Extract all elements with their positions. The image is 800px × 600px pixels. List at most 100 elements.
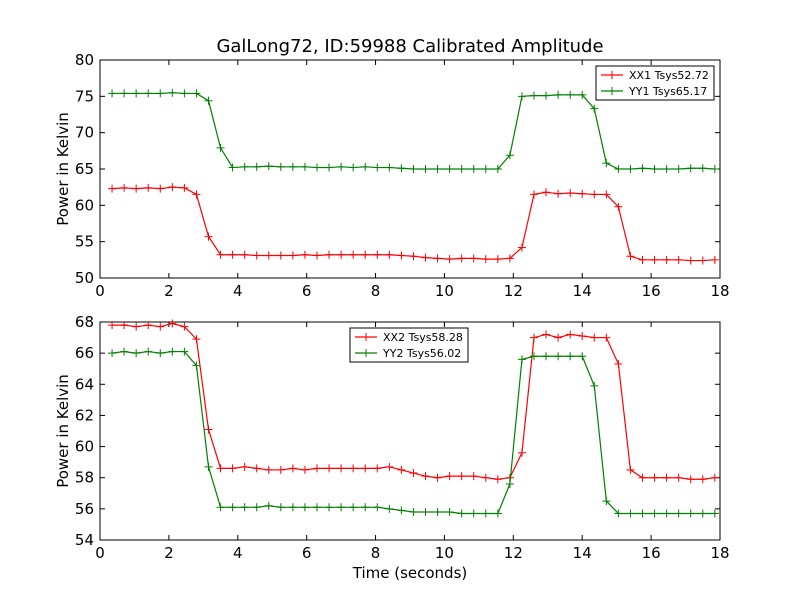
data-point [252,162,261,171]
data-point [373,503,382,512]
data-point [517,448,526,457]
data-point [168,319,177,328]
data-point [228,163,237,172]
data-point [325,503,334,512]
data-point [445,255,454,264]
data-point [457,472,466,481]
legend-entry: YY1 Tsys65.17 [628,85,707,98]
y-tick-label: 60 [75,196,94,214]
legend: XX2 Tsys58.28 YY2 Tsys56.02 [349,327,469,363]
data-point [144,89,153,98]
data-point [156,89,165,98]
data-point [228,250,237,259]
data-point [554,352,563,361]
data-point [578,189,587,198]
legend-entry: YY2 Tsys56.02 [382,347,461,360]
data-point [108,184,117,193]
data-point [349,163,358,172]
data-point [264,162,273,171]
data-point [554,189,563,198]
data-point [156,184,165,193]
legend-marker [608,71,616,79]
data-point [698,164,707,173]
data-point [638,509,647,518]
data-point [614,165,623,173]
data-point [566,188,575,197]
x-tick-label: 6 [302,282,312,300]
data-point [204,232,213,241]
data-point [554,90,563,99]
legend-marker [608,87,616,95]
data-point [481,255,490,264]
data-point [397,164,406,173]
data-point [445,165,454,173]
data-point [457,254,466,263]
data-point [530,352,538,361]
data-point [132,184,141,193]
data-point [373,163,382,172]
y-tick-label: 68 [75,313,94,331]
x-tick-label: 0 [95,282,105,300]
series-yy2 [108,347,719,518]
data-point [638,255,647,264]
data-point [542,91,551,100]
data-point [590,104,599,113]
data-point [108,349,117,358]
data-point [626,509,635,518]
data-point [602,333,611,342]
data-point [409,165,418,173]
data-point [120,347,129,356]
data-point [433,507,442,516]
data-point [108,321,117,330]
x-tick-label: 16 [642,282,661,300]
x-tick-label: 18 [710,544,729,562]
y-tick-label: 62 [75,406,94,424]
data-point [288,503,297,512]
data-point [674,255,683,264]
data-point [469,509,478,518]
x-tick-label: 14 [573,282,592,300]
data-point [132,89,141,98]
data-point [180,89,189,98]
data-point [686,164,695,173]
data-point [216,464,225,473]
data-point [505,254,514,263]
data-point [313,163,321,172]
data-point [300,162,309,171]
data-point [686,256,695,265]
data-point [168,88,177,97]
legend-box [349,327,469,363]
data-point [650,509,659,518]
data-point [433,165,442,173]
data-point [361,162,370,171]
y-axis-label: Power in Kelvin [54,112,72,226]
data-point [192,190,201,199]
data-point [228,464,237,473]
data-point [710,165,719,173]
y-tick-label: 60 [75,438,94,456]
y-tick-label: 65 [75,160,94,178]
data-point [156,322,165,331]
y-tick-label: 56 [75,500,94,518]
data-point [144,321,153,330]
data-point [421,253,430,262]
data-point [397,251,406,260]
data-point [602,190,611,199]
data-point [650,255,659,264]
data-point [662,165,671,173]
data-point [445,472,454,481]
x-tick-label: 2 [164,282,174,300]
top-panel: 0 2 4 6 8 10 12 14 16 18 50 55 60 65 70 75 80 Power in Ke… [54,51,730,300]
data-point [590,333,599,342]
data-point [276,251,285,260]
data-point [216,503,225,512]
data-point [590,190,599,199]
data-point [204,425,213,434]
data-point [276,162,285,171]
data-point [457,509,466,518]
data-point [361,464,370,473]
data-point [505,151,514,160]
data-point [168,347,177,356]
data-point [566,352,575,361]
